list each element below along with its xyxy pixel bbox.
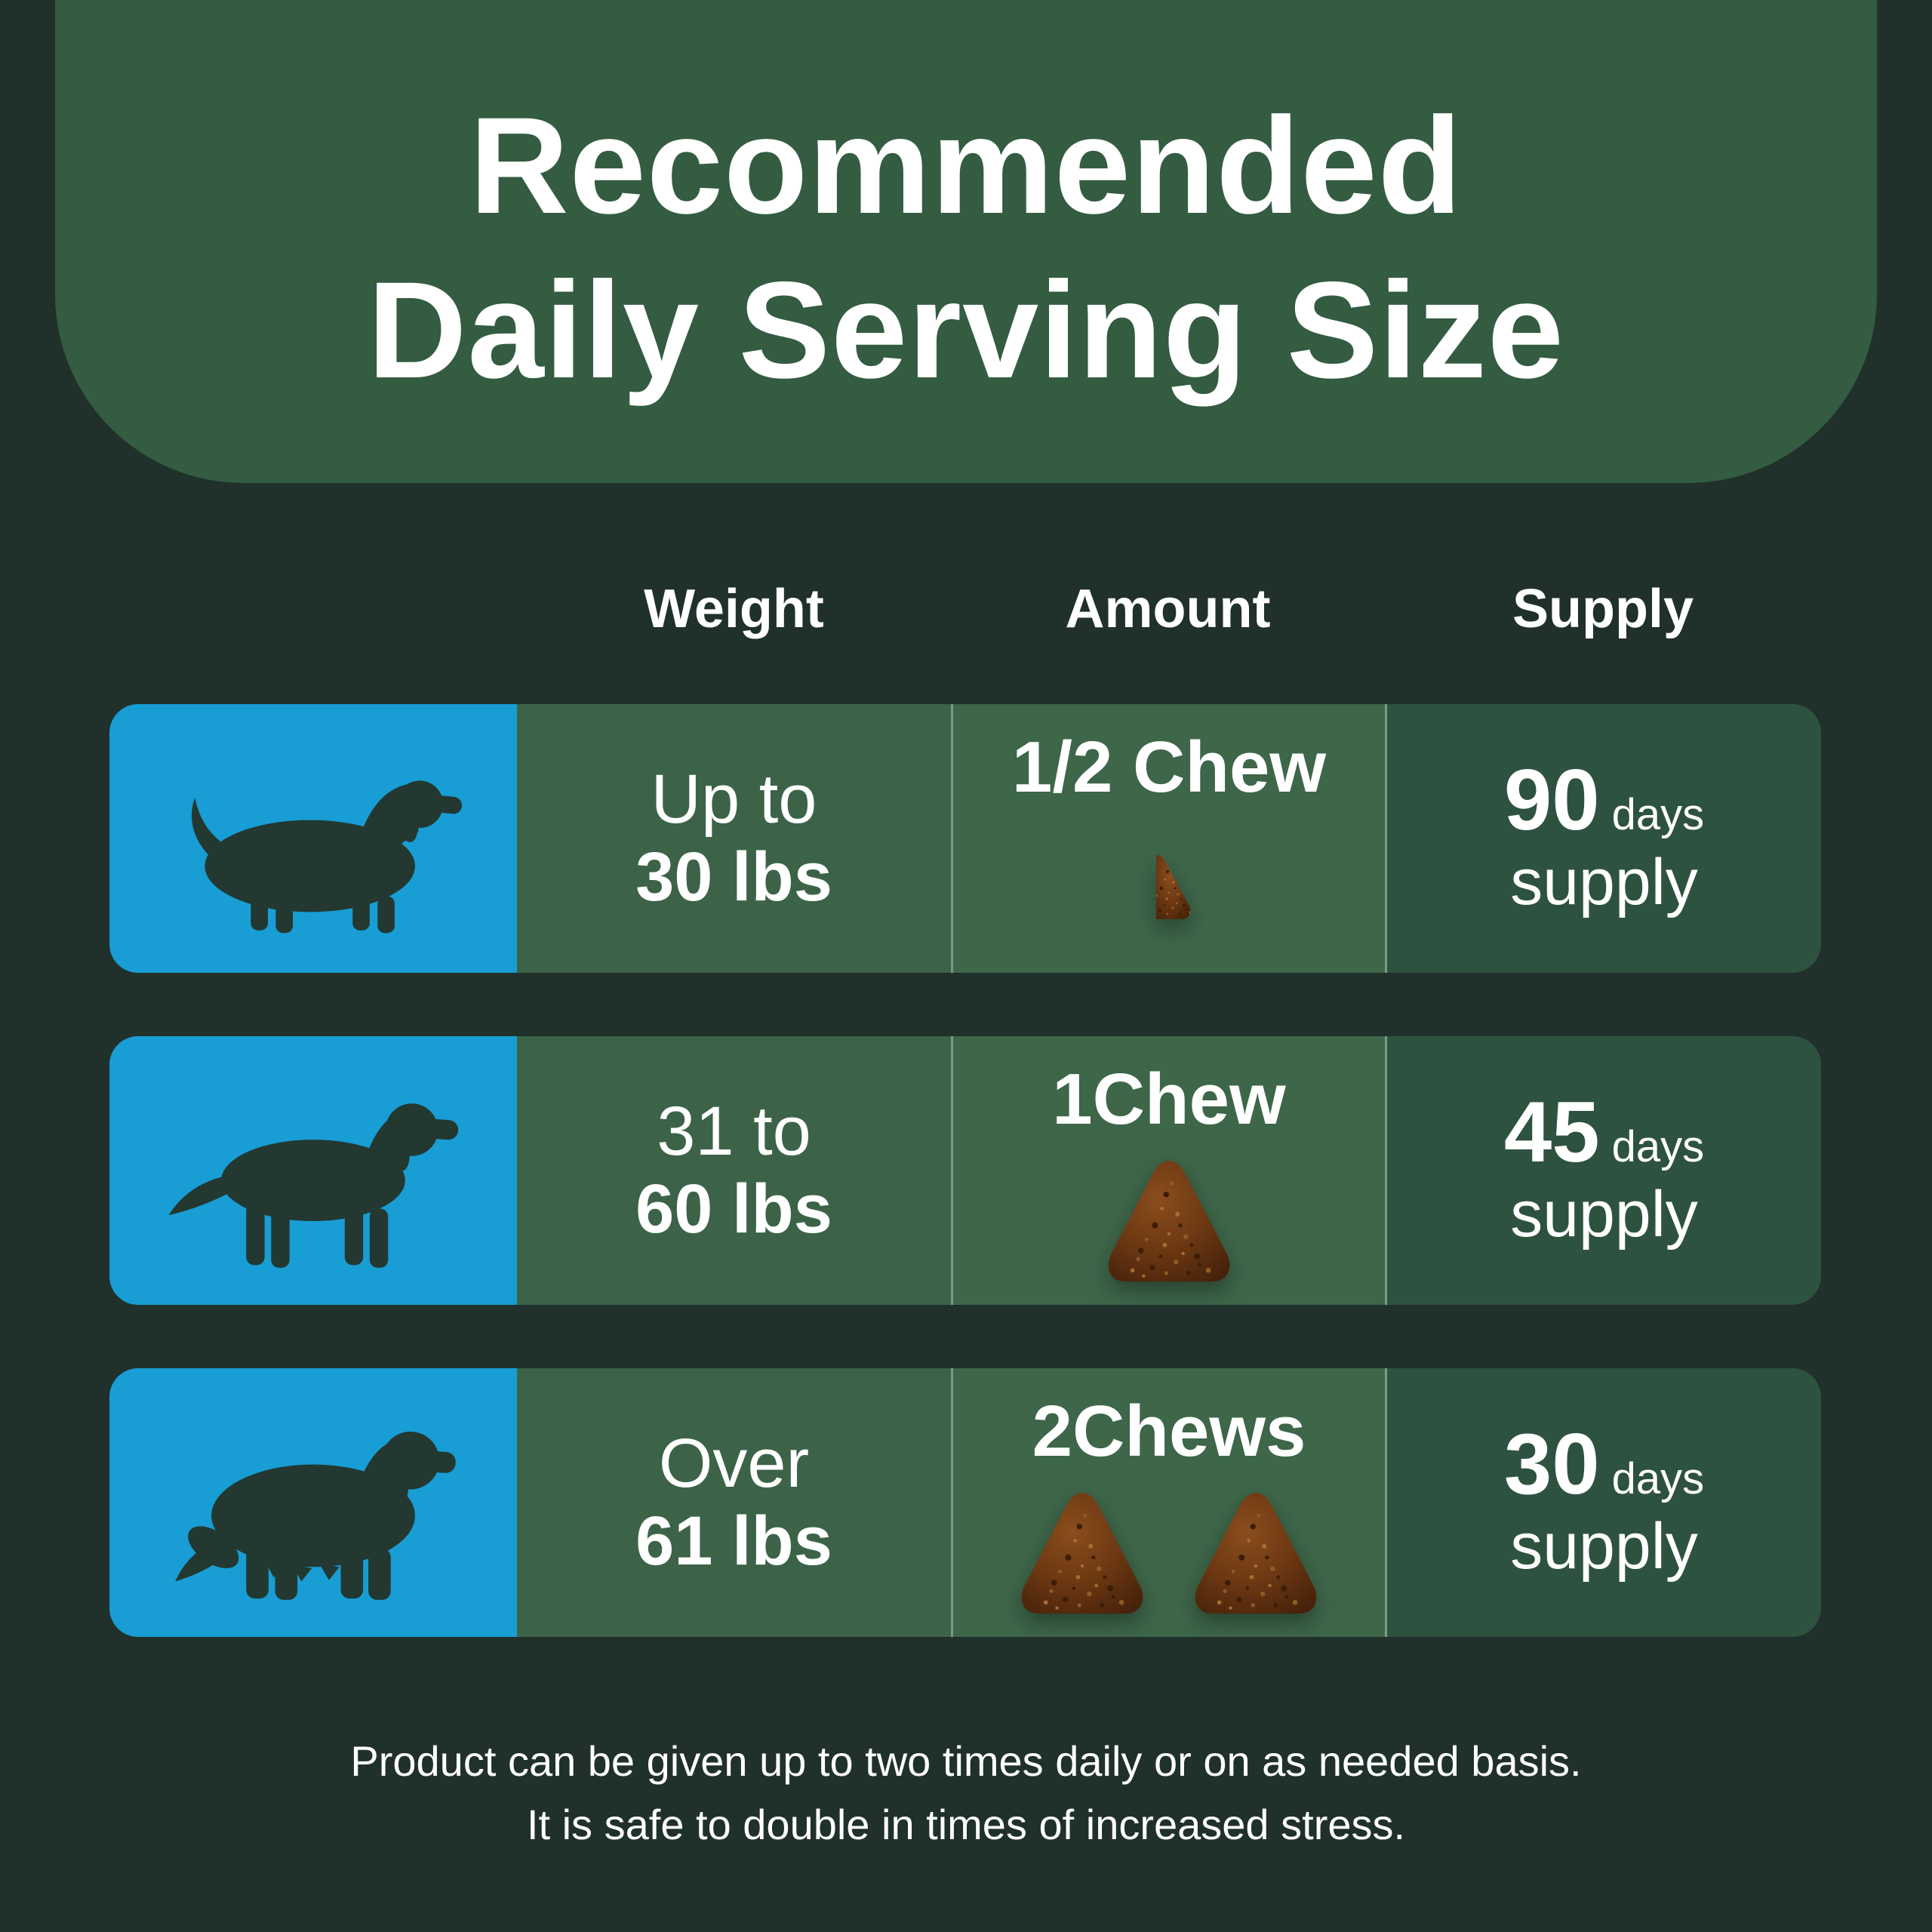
supply-days-label: days (1611, 789, 1705, 839)
chew-images (1012, 1481, 1326, 1629)
chew-images (1131, 817, 1207, 957)
dachshund-small-dog-icon (191, 780, 463, 934)
weight-prefix: Over (658, 1424, 810, 1502)
amount-label: 1Chew (1052, 1059, 1286, 1140)
supply-days-label: days (1611, 1454, 1705, 1503)
chew-icon (1021, 1492, 1143, 1614)
dog-icon-cell (109, 1036, 517, 1305)
page-title-line-2: Daily Serving Size (368, 253, 1564, 408)
footnote-line-1: Product can be given up to two times dai… (350, 1737, 1582, 1785)
supply-cell: 30 days supply (1387, 1368, 1821, 1637)
amount-cell: 1/2 Chew (953, 704, 1387, 973)
amount-label: 1/2 Chew (1011, 727, 1327, 808)
table-row-medium-dog: 31 to 60 lbs 1Chew 45 days supply (109, 1036, 1821, 1305)
supply-word: supply (1510, 1177, 1698, 1251)
dog-icon-cell (109, 704, 517, 973)
dog-icon-cell (109, 1368, 517, 1637)
labrador-medium-dog-icon (168, 1103, 459, 1268)
half-chew-icon (1156, 854, 1191, 919)
supply-number: 45 (1503, 1084, 1600, 1180)
chew-icon (1108, 1160, 1230, 1281)
title-banner: Recommended Daily Serving Size (55, 0, 1877, 483)
column-header-amount: Amount (1065, 579, 1271, 639)
header-spacer (109, 578, 517, 640)
table-header-row: Weight Amount Supply (109, 578, 1821, 640)
footnote-line-2: It is safe to double in times of increas… (526, 1801, 1406, 1848)
footnote: Product can be given up to two times dai… (0, 1730, 1932, 1857)
weight-cell: Up to 30 lbs (517, 704, 953, 973)
column-header-supply: Supply (1512, 579, 1694, 639)
weight-cell: Over 61 lbs (517, 1368, 953, 1637)
table-row-small-dog: Up to 30 lbs 1/2 Chew 90 days supply (109, 704, 1821, 973)
chew-images (1099, 1149, 1239, 1297)
weight-value: 61 lbs (635, 1503, 832, 1580)
supply-cell: 90 days supply (1387, 704, 1821, 973)
supply-days-label: days (1611, 1121, 1705, 1171)
weight-prefix: 31 to (657, 1092, 811, 1170)
column-header-weight: Weight (644, 579, 824, 639)
supply-number: 30 (1503, 1416, 1600, 1512)
weight-value: 60 lbs (635, 1171, 832, 1247)
amount-cell: 2Chews (953, 1368, 1387, 1637)
table-row-large-dog: Over 61 lbs 2Chews 30 days supply (109, 1368, 1821, 1637)
chew-icon (1195, 1492, 1317, 1614)
weight-value: 30 lbs (635, 838, 832, 915)
weight-prefix: Up to (651, 760, 817, 838)
supply-cell: 45 days supply (1387, 1036, 1821, 1305)
amount-label: 2Chews (1032, 1391, 1306, 1472)
supply-word: supply (1510, 845, 1698, 918)
supply-duration: 90 days (1503, 752, 1705, 848)
page-title-line-1: Recommended (469, 88, 1463, 242)
supply-duration: 45 days (1503, 1084, 1705, 1180)
supply-duration: 30 days (1503, 1416, 1705, 1512)
page-title: Recommended Daily Serving Size (55, 0, 1877, 413)
amount-cell: 1Chew (953, 1036, 1387, 1305)
supply-number: 90 (1503, 752, 1600, 848)
supply-word: supply (1510, 1509, 1698, 1583)
newfoundland-large-dog-icon (175, 1432, 456, 1600)
weight-cell: 31 to 60 lbs (517, 1036, 953, 1305)
